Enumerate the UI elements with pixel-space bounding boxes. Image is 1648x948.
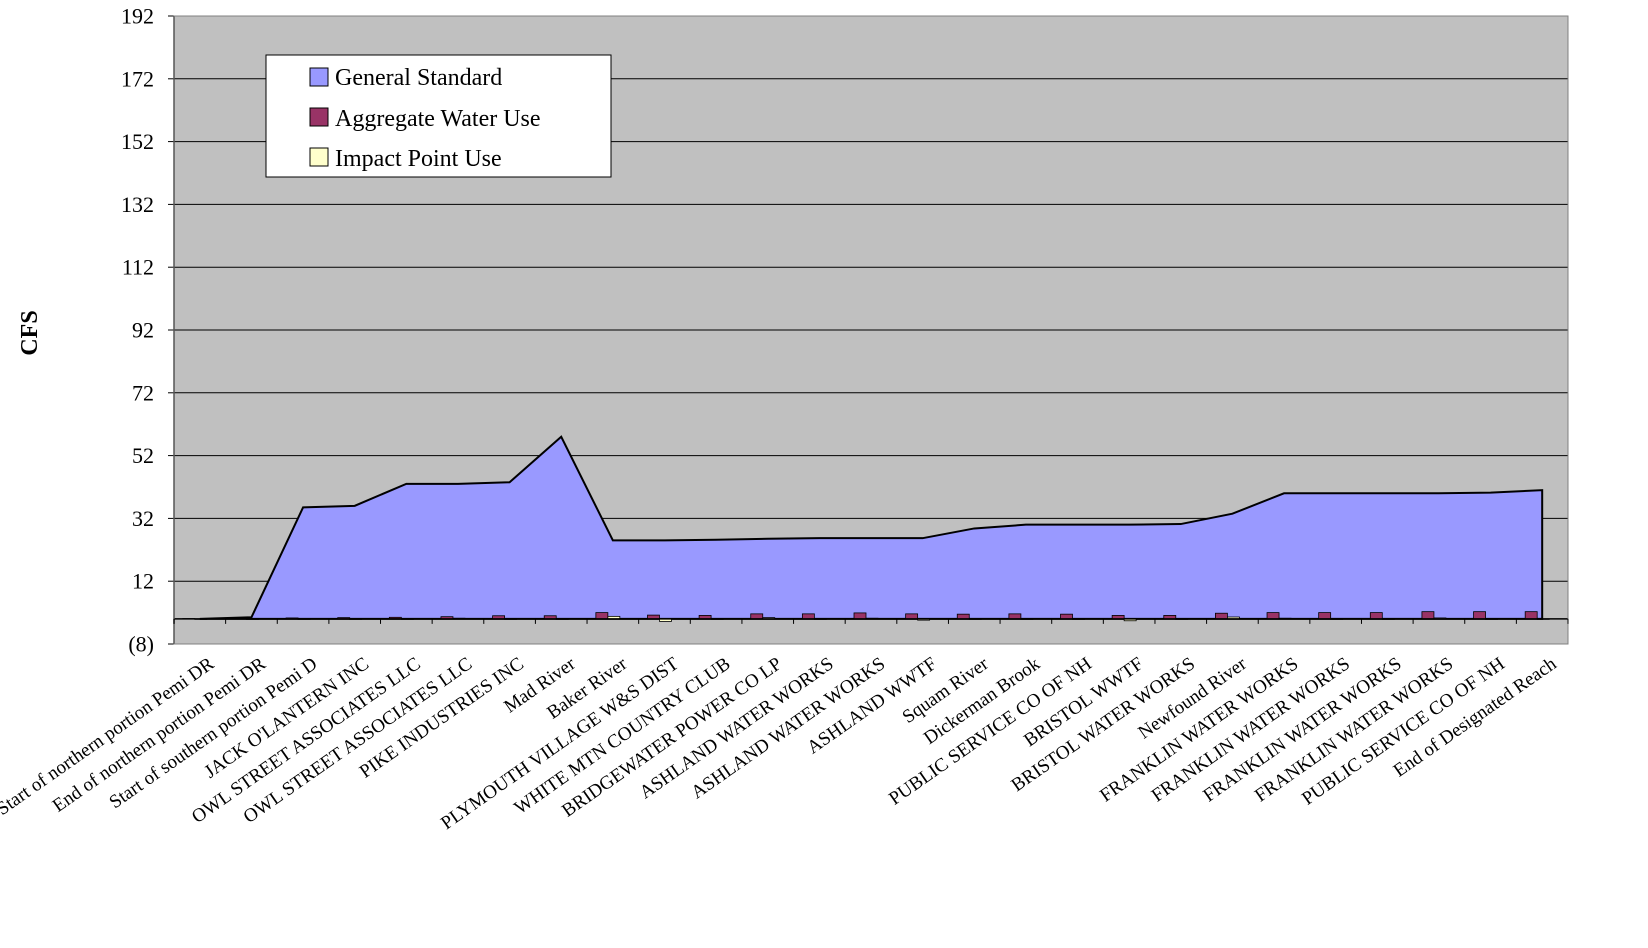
y-tick-label: 32 <box>132 506 154 531</box>
general-standard-area-layer <box>199 435 1544 620</box>
legend-label-general-standard: General Standard <box>335 65 502 91</box>
y-tick-label: 52 <box>132 443 154 468</box>
y-tick-label: 12 <box>132 569 154 594</box>
aggregate-water-use-bar <box>1008 613 1022 620</box>
y-tick-label: 152 <box>121 129 154 154</box>
aggregate-water-use-bar <box>1215 612 1228 620</box>
aggregate-water-use-bar <box>1318 612 1332 620</box>
y-tick-label: (8) <box>128 632 154 657</box>
legend-swatch-aggregate-water-use <box>309 107 329 127</box>
legend-swatch-general-standard <box>309 67 329 87</box>
general-standard-area <box>199 435 1544 620</box>
aggregate-water-use-bar <box>1473 611 1486 620</box>
y-axis-title: CFS <box>17 310 43 355</box>
y-tick-label: 192 <box>121 4 154 29</box>
aggregate-water-use-bar <box>595 612 609 620</box>
aggregate-water-use-bar <box>801 613 815 620</box>
plot-border <box>173 15 1569 645</box>
legend-label-impact-point-use: Impact Point Use <box>335 146 502 172</box>
aggregate-water-use-bar <box>1524 611 1538 620</box>
aggregate-water-use-bar <box>905 613 919 620</box>
y-tick-label: 92 <box>132 318 154 343</box>
axes <box>173 15 1569 645</box>
aggregate-water-use-bar <box>1421 611 1435 620</box>
aggregate-water-use-bar <box>853 612 867 620</box>
y-tick-label: 172 <box>121 66 154 91</box>
legend: General Standard Aggregate Water Use Imp… <box>265 54 612 178</box>
legend-swatch-impact-point-use <box>309 147 329 167</box>
y-tick-label: 112 <box>122 255 154 280</box>
aggregate-water-use-bar <box>1369 612 1383 620</box>
legend-label-aggregate-water-use: Aggregate Water Use <box>335 106 541 132</box>
aggregate-water-use-bar <box>750 613 764 620</box>
y-tick-label: 72 <box>132 380 154 405</box>
y-tick-labels: (8) 12 32 52 72 92 112 132 152 172 192 <box>121 4 154 657</box>
aggregate-water-use-bar <box>1266 612 1280 620</box>
y-tick-label: 132 <box>121 192 154 217</box>
